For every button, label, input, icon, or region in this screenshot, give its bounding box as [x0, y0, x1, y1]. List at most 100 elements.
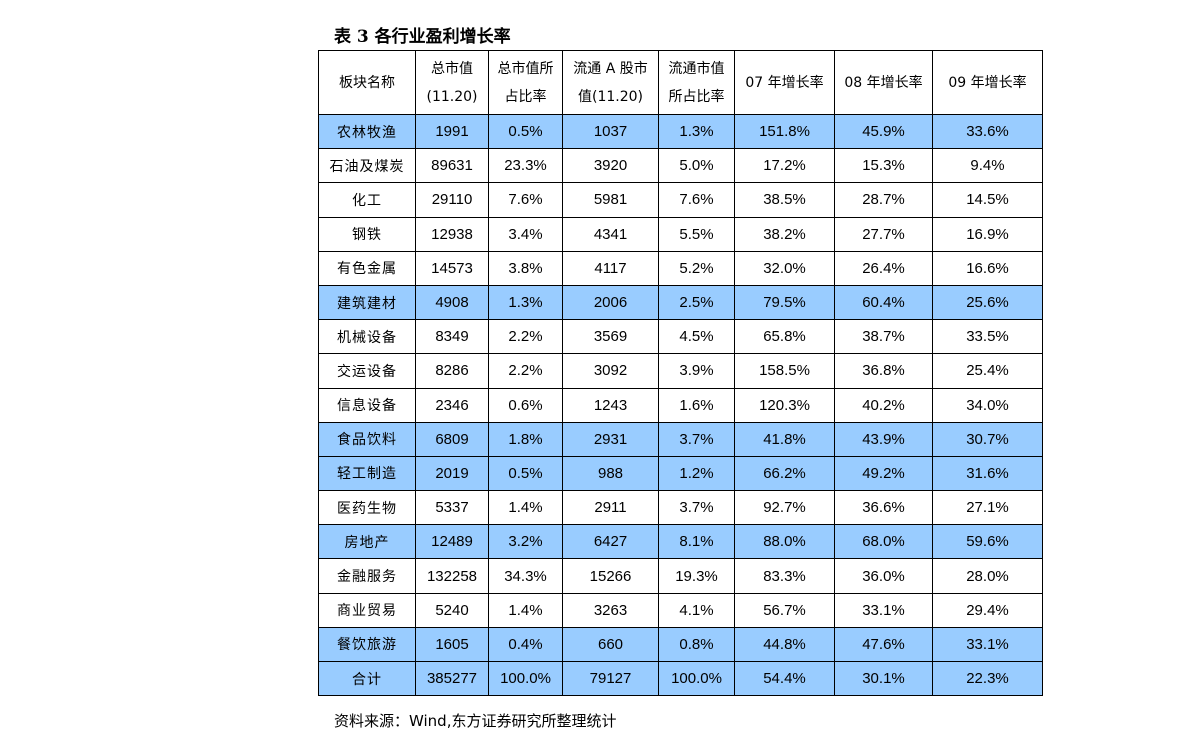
value-cell: 3.9%	[658, 353, 735, 389]
column-header-line: 流通市值	[668, 60, 725, 77]
column-header-line: 占比率	[504, 88, 547, 105]
column-header-line: 总市值所	[497, 60, 554, 77]
sector-name-cell: 交运设备	[318, 353, 416, 389]
value-cell: 3.7%	[658, 421, 735, 457]
sector-name-cell: 信息设备	[318, 387, 416, 423]
sector-name-cell: 钢铁	[318, 216, 416, 252]
value-cell: 28.0%	[932, 558, 1043, 594]
sector-name-cell: 餐饮旅游	[318, 626, 416, 663]
value-cell: 44.8%	[734, 626, 835, 663]
value-cell: 60.4%	[834, 284, 933, 321]
value-cell: 38.7%	[834, 319, 933, 355]
value-cell: 3.4%	[488, 216, 563, 252]
value-cell: 385277	[415, 660, 489, 697]
value-cell: 56.7%	[734, 592, 835, 628]
source-note: 资料来源：Wind,东方证券研究所整理统计	[334, 712, 617, 730]
value-cell: 25.6%	[932, 284, 1043, 321]
value-cell: 2931	[562, 421, 659, 457]
column-header-line: 值(11.20)	[577, 88, 643, 105]
value-cell: 100.0%	[658, 660, 735, 697]
value-cell: 151.8%	[734, 113, 835, 150]
column-header-line: 09 年增长率	[948, 74, 1027, 91]
column-header: 总市值 (11.20)	[415, 50, 489, 115]
value-cell: 132258	[415, 558, 489, 594]
value-cell: 2.5%	[658, 284, 735, 321]
value-cell: 3.8%	[488, 250, 563, 286]
value-cell: 5240	[415, 592, 489, 628]
value-cell: 31.6%	[932, 455, 1043, 492]
value-cell: 4117	[562, 250, 659, 286]
value-cell: 30.1%	[834, 660, 933, 697]
sector-name-cell: 有色金属	[318, 250, 416, 286]
table-row: 商业贸易 5240 1.4% 3263 4.1% 56.7% 33.1% 29.4%	[318, 592, 1043, 628]
value-cell: 15.3%	[834, 148, 933, 184]
value-cell: 0.8%	[658, 626, 735, 663]
value-cell: 1605	[415, 626, 489, 663]
industry-growth-table: 板块名称 总市值 (11.20) 总市值所 占比率 流通 A 股市 值(11.20) 流通市值…	[318, 50, 1043, 697]
column-header: 07 年增长率	[734, 50, 835, 115]
value-cell: 83.3%	[734, 558, 835, 594]
value-cell: 68.0%	[834, 524, 933, 560]
value-cell: 6427	[562, 524, 659, 560]
value-cell: 4.5%	[658, 319, 735, 355]
sector-name-cell: 农林牧渔	[318, 113, 416, 150]
value-cell: 5981	[562, 182, 659, 218]
value-cell: 8286	[415, 353, 489, 389]
column-header: 流通 A 股市 值(11.20)	[562, 50, 659, 115]
value-cell: 29.4%	[932, 592, 1043, 628]
value-cell: 27.1%	[932, 490, 1043, 526]
column-header: 流通市值 所占比率	[658, 50, 735, 115]
table-row: 化工 29110 7.6% 5981 7.6% 38.5% 28.7% 14.5%	[318, 182, 1043, 218]
value-cell: 2346	[415, 387, 489, 423]
value-cell: 2.2%	[488, 353, 563, 389]
value-cell: 3569	[562, 319, 659, 355]
value-cell: 4.1%	[658, 592, 735, 628]
sector-name-cell: 建筑建材	[318, 284, 416, 321]
value-cell: 1037	[562, 113, 659, 150]
column-header: 总市值所 占比率	[488, 50, 563, 115]
table-row: 餐饮旅游 1605 0.4% 660 0.8% 44.8% 47.6% 33.1%	[318, 626, 1043, 663]
value-cell: 6809	[415, 421, 489, 457]
value-cell: 16.6%	[932, 250, 1043, 286]
value-cell: 12938	[415, 216, 489, 252]
sector-name-cell: 金融服务	[318, 558, 416, 594]
value-cell: 23.3%	[488, 148, 563, 184]
sector-name-cell: 化工	[318, 182, 416, 218]
value-cell: 27.7%	[834, 216, 933, 252]
value-cell: 2.2%	[488, 319, 563, 355]
table-row: 交运设备 8286 2.2% 3092 3.9% 158.5% 36.8% 25.4%	[318, 353, 1043, 389]
value-cell: 2019	[415, 455, 489, 492]
table-row: 食品饮料 6809 1.8% 2931 3.7% 41.8% 43.9% 30.7%	[318, 421, 1043, 457]
value-cell: 47.6%	[834, 626, 933, 663]
value-cell: 59.6%	[932, 524, 1043, 560]
value-cell: 14573	[415, 250, 489, 286]
value-cell: 33.1%	[834, 592, 933, 628]
sector-name-cell: 医药生物	[318, 490, 416, 526]
value-cell: 4908	[415, 284, 489, 321]
table-row: 医药生物 5337 1.4% 2911 3.7% 92.7% 36.6% 27.1%	[318, 490, 1043, 526]
value-cell: 29110	[415, 182, 489, 218]
table-row: 信息设备 2346 0.6% 1243 1.6% 120.3% 40.2% 34.0%	[318, 387, 1043, 423]
sector-name-cell: 食品饮料	[318, 421, 416, 457]
column-header: 09 年增长率	[932, 50, 1043, 115]
column-header: 08 年增长率	[834, 50, 933, 115]
column-header-line: 板块名称	[339, 74, 395, 91]
table-row: 房地产 12489 3.2% 6427 8.1% 88.0% 68.0% 59.6%	[318, 524, 1043, 560]
table-row: 建筑建材 4908 1.3% 2006 2.5% 79.5% 60.4% 25.6%	[318, 284, 1043, 321]
column-header-line: 所占比率	[668, 88, 725, 105]
value-cell: 36.8%	[834, 353, 933, 389]
table-body: 农林牧渔 1991 0.5% 1037 1.3% 151.8% 45.9% 33.6% 石油及煤…	[318, 113, 1043, 697]
value-cell: 38.5%	[734, 182, 835, 218]
table-row: 钢铁 12938 3.4% 4341 5.5% 38.2% 27.7% 16.9%	[318, 216, 1043, 252]
value-cell: 1991	[415, 113, 489, 150]
value-cell: 45.9%	[834, 113, 933, 150]
header-row: 板块名称 总市值 (11.20) 总市值所 占比率 流通 A 股市 值(11.20) 流通市值…	[318, 50, 1043, 115]
table-title: 表 3 各行业盈利增长率	[334, 27, 511, 47]
value-cell: 5337	[415, 490, 489, 526]
value-cell: 1.4%	[488, 592, 563, 628]
value-cell: 17.2%	[734, 148, 835, 184]
value-cell: 3.2%	[488, 524, 563, 560]
value-cell: 2911	[562, 490, 659, 526]
sector-name-cell: 石油及煤炭	[318, 148, 416, 184]
value-cell: 4341	[562, 216, 659, 252]
